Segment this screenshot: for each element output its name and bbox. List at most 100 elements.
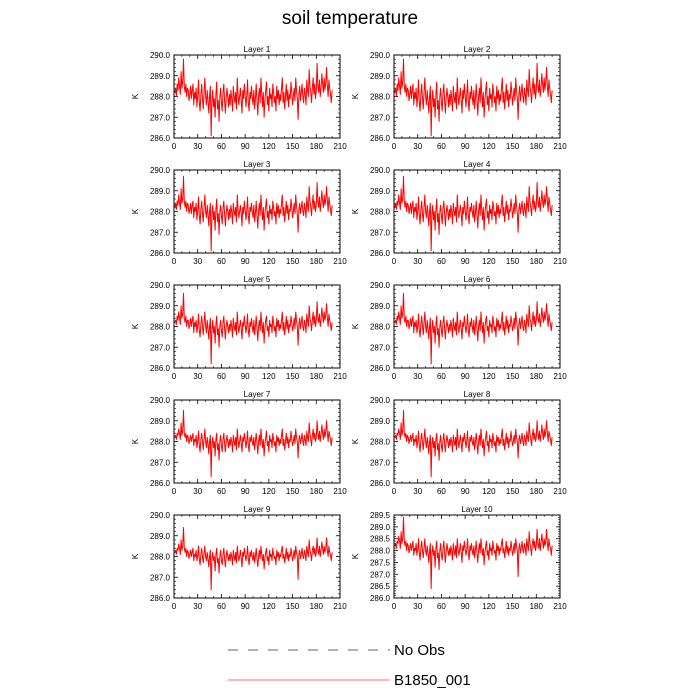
x-tick-label: 30	[413, 257, 422, 266]
x-tick-label: 120	[482, 602, 496, 611]
panel-title: Layer 7	[244, 390, 271, 399]
plot-frame	[173, 399, 341, 484]
y-tick-label: 289.0	[150, 417, 171, 426]
x-tick-label: 0	[172, 602, 177, 611]
series-line-b1850-001	[394, 175, 553, 252]
plot-frame	[173, 514, 341, 599]
panel-layer-3: Layer 3 K 0 30 60 90 120 150 180 210 286.0 287.0 288…	[131, 160, 347, 266]
panel-title: Layer 3	[244, 160, 271, 169]
panel-layer-1: Layer 1 K 0 30 60 90 120 150 180 210 286.0 287.0 288…	[131, 45, 347, 151]
series-line-b1850-001	[394, 516, 553, 590]
y-tick-label: 286.0	[150, 479, 171, 488]
y-axis-label: K	[131, 323, 140, 329]
y-tick-label: 286.0	[370, 479, 391, 488]
x-tick-label: 210	[333, 257, 347, 266]
x-tick-label: 0	[172, 487, 177, 496]
x-tick-label: 0	[392, 142, 397, 151]
x-tick-label: 120	[262, 142, 276, 151]
y-axis-label: K	[131, 438, 140, 444]
x-tick-label: 120	[482, 372, 496, 381]
y-tick-label: 289.0	[370, 187, 391, 196]
panel-title: Layer 4	[464, 160, 491, 169]
x-tick-label: 210	[553, 602, 567, 611]
y-tick-label: 287.0	[370, 570, 391, 579]
x-tick-label: 210	[333, 142, 347, 151]
series-line-b1850-001	[174, 175, 333, 252]
x-tick-label: 120	[262, 602, 276, 611]
x-tick-label: 0	[392, 372, 397, 381]
y-tick-label: 286.0	[150, 249, 171, 258]
y-axis-label: K	[351, 208, 360, 214]
x-tick-label: 90	[241, 372, 250, 381]
x-tick-label: 150	[506, 602, 520, 611]
y-tick-label: 289.0	[150, 72, 171, 81]
x-tick-label: 0	[392, 487, 397, 496]
y-axis-label: K	[351, 438, 360, 444]
y-tick-label: 286.0	[370, 134, 391, 143]
legend-label: B1850_001	[394, 672, 471, 689]
plot-frame	[393, 514, 561, 599]
x-tick-label: 60	[437, 372, 446, 381]
y-tick-label: 290.0	[150, 166, 171, 175]
x-tick-label: 30	[413, 487, 422, 496]
y-tick-label: 287.0	[370, 458, 391, 467]
x-tick-label: 60	[437, 602, 446, 611]
y-tick-label: 290.0	[150, 51, 171, 60]
x-tick-label: 60	[217, 602, 226, 611]
series-line-b1850-001	[394, 292, 553, 365]
y-tick-label: 287.0	[370, 113, 391, 122]
panel-title: Layer 9	[244, 505, 271, 514]
x-tick-label: 180	[530, 602, 544, 611]
y-tick-label: 287.0	[150, 343, 171, 352]
panel-title: Layer 5	[244, 275, 271, 284]
y-tick-label: 289.0	[150, 187, 171, 196]
x-tick-label: 30	[413, 142, 422, 151]
panel-layer-6: Layer 6 K 0 30 60 90 120 150 180 210 286.0 287.0 288…	[351, 275, 567, 381]
x-tick-label: 120	[262, 372, 276, 381]
y-tick-label: 286.0	[150, 364, 171, 373]
x-tick-label: 90	[461, 602, 470, 611]
y-tick-label: 290.0	[150, 281, 171, 290]
y-tick-label: 289.0	[370, 302, 391, 311]
series-line-b1850-001	[174, 292, 333, 365]
x-tick-label: 60	[217, 487, 226, 496]
y-tick-label: 288.0	[370, 438, 391, 447]
series-line-b1850-001	[174, 409, 333, 478]
x-tick-label: 180	[310, 602, 324, 611]
x-tick-label: 90	[241, 487, 250, 496]
y-tick-label: 290.0	[150, 511, 171, 520]
panel-layer-10: Layer 10 K 0 30 60 90 120 150 180 210 286.0 286.5 28…	[351, 505, 567, 611]
x-tick-label: 60	[437, 487, 446, 496]
plot-frame	[173, 284, 341, 369]
y-tick-label: 289.0	[150, 302, 171, 311]
x-tick-label: 90	[241, 602, 250, 611]
x-tick-label: 150	[506, 487, 520, 496]
figure-title: soil temperature	[281, 8, 419, 29]
panel-layer-4: Layer 4 K 0 30 60 90 120 150 180 210 286.0 287.0 288…	[351, 160, 567, 266]
x-tick-label: 180	[310, 257, 324, 266]
series-line-b1850-001	[394, 409, 553, 478]
y-tick-label: 288.0	[150, 208, 171, 217]
y-axis-label: K	[351, 93, 360, 99]
x-tick-label: 210	[553, 372, 567, 381]
x-tick-label: 180	[530, 142, 544, 151]
x-tick-label: 0	[172, 372, 177, 381]
plot-frame	[393, 54, 561, 139]
x-tick-label: 150	[286, 142, 300, 151]
y-tick-label: 286.0	[150, 594, 171, 603]
x-tick-label: 90	[461, 487, 470, 496]
x-tick-label: 30	[193, 487, 202, 496]
y-tick-label: 287.0	[150, 113, 171, 122]
plot-frame	[173, 169, 341, 254]
series-line-b1850-001	[394, 58, 553, 137]
x-tick-label: 30	[193, 142, 202, 151]
y-axis-label: K	[131, 553, 140, 559]
x-tick-label: 90	[461, 142, 470, 151]
x-tick-label: 60	[217, 372, 226, 381]
x-tick-label: 210	[553, 257, 567, 266]
y-tick-label: 288.0	[150, 553, 171, 562]
y-axis-label: K	[131, 93, 140, 99]
x-tick-label: 150	[506, 257, 520, 266]
y-axis-label: K	[131, 208, 140, 214]
